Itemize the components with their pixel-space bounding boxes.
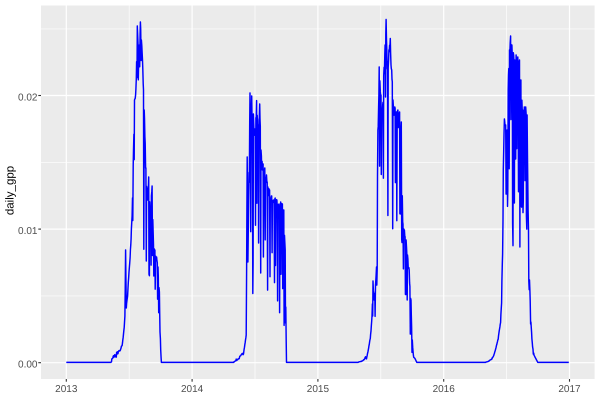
- svg-text:2016: 2016: [433, 384, 456, 395]
- svg-text:2017: 2017: [558, 384, 581, 395]
- svg-text:daily_gpp: daily_gpp: [5, 166, 17, 215]
- svg-text:2015: 2015: [307, 384, 330, 395]
- svg-text:2014: 2014: [181, 384, 204, 395]
- svg-text:0.00: 0.00: [18, 360, 38, 371]
- svg-text:0.01: 0.01: [18, 226, 38, 237]
- svg-text:0.02: 0.02: [18, 93, 38, 104]
- svg-text:2013: 2013: [55, 384, 78, 395]
